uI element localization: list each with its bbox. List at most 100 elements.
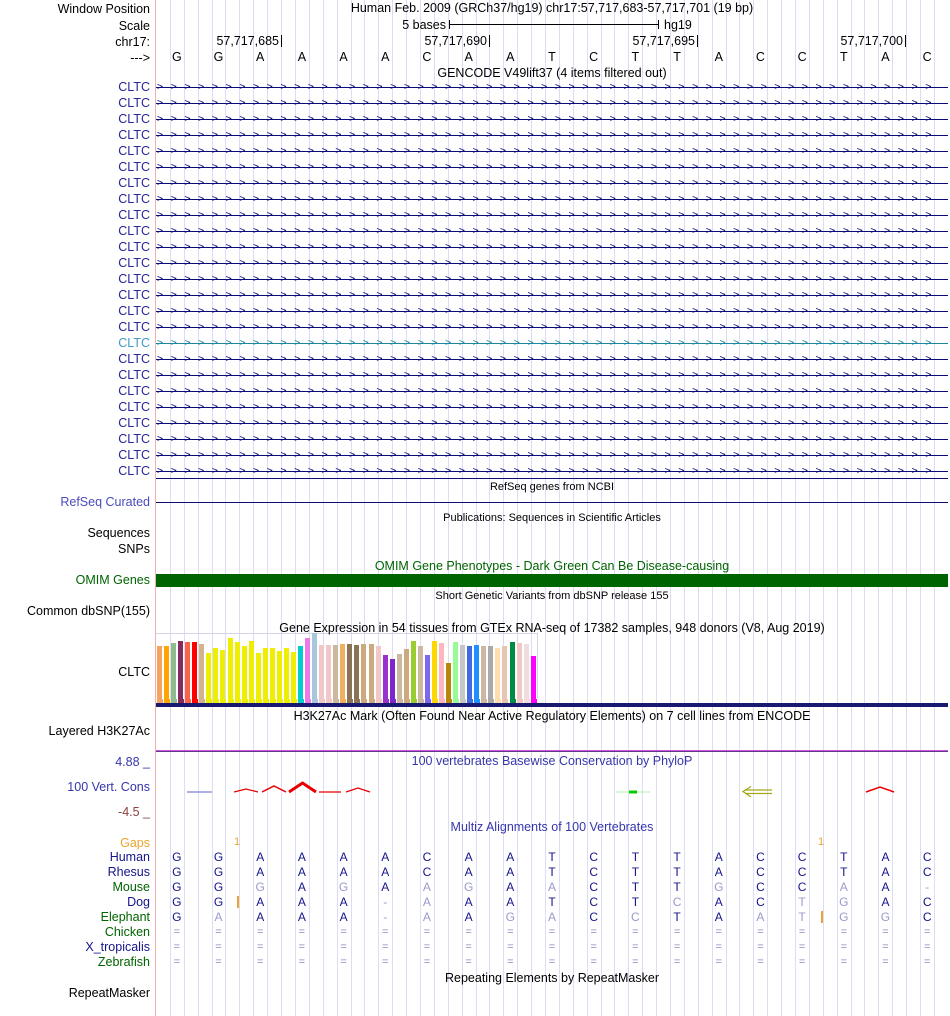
gencode-transcript-row[interactable]: >>>>>>>>>>>>>>>>>>>>>>>>>>>>>>>>>>>>>>>>…: [156, 176, 948, 190]
gtex-expression-bar[interactable]: [460, 645, 466, 699]
track-label-100-vert-cons[interactable]: 100 Vert. Cons: [67, 780, 150, 794]
gtex-expression-bar[interactable]: [467, 646, 473, 699]
gencode-gene-label[interactable]: CLTC: [118, 240, 150, 254]
gtex-expression-bar[interactable]: [255, 653, 261, 699]
gencode-transcript-row[interactable]: >>>>>>>>>>>>>>>>>>>>>>>>>>>>>>>>>>>>>>>>…: [156, 304, 948, 318]
gencode-gene-label[interactable]: CLTC: [118, 464, 150, 478]
gtex-expression-bar[interactable]: [248, 641, 254, 699]
gencode-transcript-row[interactable]: >>>>>>>>>>>>>>>>>>>>>>>>>>>>>>>>>>>>>>>>…: [156, 320, 948, 334]
gencode-gene-label[interactable]: CLTC: [118, 336, 150, 350]
gtex-expression-bar[interactable]: [234, 642, 240, 699]
multiz-alignment-row-x_tropicalis[interactable]: = = = = = = = = = = = = = = = = = = =: [156, 940, 948, 954]
multiz-species-label-human[interactable]: Human: [109, 850, 150, 864]
gencode-transcript-row[interactable]: >>>>>>>>>>>>>>>>>>>>>>>>>>>>>>>>>>>>>>>>…: [156, 256, 948, 270]
gtex-expression-bar[interactable]: [509, 642, 515, 699]
conservation-mark[interactable]: [233, 781, 259, 799]
gencode-gene-label[interactable]: CLTC: [118, 272, 150, 286]
gencode-transcript-row[interactable]: >>>>>>>>>>>>>>>>>>>>>>>>>>>>>>>>>>>>>>>>…: [156, 80, 948, 94]
gtex-expression-bar[interactable]: [199, 644, 205, 699]
gencode-transcript-row[interactable]: >>>>>>>>>>>>>>>>>>>>>>>>>>>>>>>>>>>>>>>>…: [156, 368, 948, 382]
track-label-omim-genes[interactable]: OMIM Genes: [75, 573, 150, 587]
gencode-gene-label[interactable]: CLTC: [118, 224, 150, 238]
gtex-expression-bar[interactable]: [276, 651, 282, 699]
gtex-expression-bar[interactable]: [340, 644, 346, 699]
multiz-species-label-mouse[interactable]: Mouse: [112, 880, 150, 894]
track-label-snps[interactable]: SNPs: [118, 542, 150, 556]
gtex-expression-bar[interactable]: [227, 638, 233, 699]
gtex-expression-bar[interactable]: [361, 644, 367, 699]
gencode-transcript-row[interactable]: >>>>>>>>>>>>>>>>>>>>>>>>>>>>>>>>>>>>>>>>…: [156, 432, 948, 446]
multiz-alignment-row-zebrafish[interactable]: = = = = = = = = = = = = = = = = = = =: [156, 955, 948, 969]
gencode-gene-label[interactable]: CLTC: [118, 96, 150, 110]
gencode-transcript-row[interactable]: >>>>>>>>>>>>>>>>>>>>>>>>>>>>>>>>>>>>>>>>…: [156, 240, 948, 254]
track-label-gtex-gene[interactable]: CLTC: [118, 665, 150, 679]
gtex-expression-bar[interactable]: [495, 648, 501, 699]
gencode-transcript-row[interactable]: >>>>>>>>>>>>>>>>>>>>>>>>>>>>>>>>>>>>>>>>…: [156, 336, 948, 350]
gtex-expression-bar[interactable]: [523, 644, 529, 699]
gtex-expression-bar[interactable]: [178, 641, 184, 699]
gencode-transcript-row[interactable]: >>>>>>>>>>>>>>>>>>>>>>>>>>>>>>>>>>>>>>>>…: [156, 272, 948, 286]
gencode-gene-label[interactable]: CLTC: [118, 80, 150, 94]
omim-gene-bar[interactable]: [156, 574, 948, 587]
multiz-species-label-zebrafish[interactable]: Zebrafish: [97, 955, 150, 969]
gencode-gene-label[interactable]: CLTC: [118, 176, 150, 190]
gtex-expression-bar[interactable]: [157, 646, 162, 699]
gtex-expression-bar[interactable]: [453, 642, 459, 699]
gtex-expression-bar[interactable]: [516, 643, 522, 699]
conservation-mark[interactable]: [616, 781, 650, 799]
multiz-species-label-elephant[interactable]: Elephant: [100, 910, 150, 924]
conservation-mark[interactable]: [741, 781, 772, 799]
track-label-layered-h3k27ac[interactable]: Layered H3K27Ac: [48, 724, 150, 738]
gtex-expression-bar[interactable]: [410, 641, 416, 699]
track-label-repeatmasker[interactable]: RepeatMasker: [68, 986, 150, 1000]
gtex-expression-bar[interactable]: [206, 653, 212, 699]
gtex-expression-bar[interactable]: [290, 652, 296, 699]
conservation-mark[interactable]: [319, 781, 341, 799]
gtex-expression-bar[interactable]: [530, 656, 536, 699]
conservation-mark[interactable]: [288, 781, 317, 799]
gtex-expression-bar[interactable]: [417, 646, 423, 699]
gencode-gene-label[interactable]: CLTC: [118, 320, 150, 334]
gencode-gene-label[interactable]: CLTC: [118, 112, 150, 126]
gencode-gene-label[interactable]: CLTC: [118, 160, 150, 174]
gtex-expression-bar[interactable]: [326, 645, 332, 699]
gtex-expression-bar[interactable]: [185, 642, 191, 699]
gencode-gene-label[interactable]: CLTC: [118, 256, 150, 270]
gtex-expression-bar[interactable]: [431, 641, 437, 699]
gtex-expression-bar[interactable]: [305, 638, 310, 699]
gencode-transcript-row[interactable]: >>>>>>>>>>>>>>>>>>>>>>>>>>>>>>>>>>>>>>>>…: [156, 96, 948, 110]
gtex-expression-bar[interactable]: [439, 643, 444, 699]
gencode-transcript-row[interactable]: >>>>>>>>>>>>>>>>>>>>>>>>>>>>>>>>>>>>>>>>…: [156, 400, 948, 414]
gtex-expression-bar[interactable]: [368, 644, 374, 699]
gtex-expression-bar[interactable]: [192, 642, 198, 699]
conservation-mark[interactable]: [261, 781, 287, 799]
gencode-transcript-row[interactable]: >>>>>>>>>>>>>>>>>>>>>>>>>>>>>>>>>>>>>>>>…: [156, 416, 948, 430]
gencode-gene-label[interactable]: CLTC: [118, 432, 150, 446]
multiz-species-label-dog[interactable]: Dog: [127, 895, 150, 909]
gtex-expression-bar[interactable]: [213, 648, 219, 699]
gtex-expression-bar[interactable]: [354, 645, 360, 699]
conservation-mark[interactable]: [345, 781, 371, 799]
conservation-mark[interactable]: [865, 781, 895, 799]
gencode-transcript-row[interactable]: >>>>>>>>>>>>>>>>>>>>>>>>>>>>>>>>>>>>>>>>…: [156, 144, 948, 158]
gtex-expression-bar[interactable]: [424, 655, 430, 699]
gencode-transcript-row[interactable]: >>>>>>>>>>>>>>>>>>>>>>>>>>>>>>>>>>>>>>>>…: [156, 208, 948, 222]
gencode-gene-label[interactable]: CLTC: [118, 368, 150, 382]
gencode-transcript-row[interactable]: >>>>>>>>>>>>>>>>>>>>>>>>>>>>>>>>>>>>>>>>…: [156, 224, 948, 238]
multiz-alignment-row-chicken[interactable]: = = = = = = = = = = = = = = = = = = =: [156, 925, 948, 939]
gencode-gene-label[interactable]: CLTC: [118, 400, 150, 414]
track-label-sequences[interactable]: Sequences: [87, 526, 150, 540]
gtex-expression-bar[interactable]: [396, 654, 402, 699]
track-label-refseq-curated[interactable]: RefSeq Curated: [60, 495, 150, 509]
gtex-expression-bar[interactable]: [474, 645, 480, 699]
gtex-expression-bar[interactable]: [403, 649, 409, 699]
gtex-expression-bar[interactable]: [446, 663, 452, 699]
gtex-expression-bar[interactable]: [171, 643, 177, 699]
gencode-transcript-row[interactable]: >>>>>>>>>>>>>>>>>>>>>>>>>>>>>>>>>>>>>>>>…: [156, 288, 948, 302]
gtex-expression-bar[interactable]: [488, 646, 494, 699]
gencode-transcript-row[interactable]: >>>>>>>>>>>>>>>>>>>>>>>>>>>>>>>>>>>>>>>>…: [156, 128, 948, 142]
gencode-transcript-row[interactable]: >>>>>>>>>>>>>>>>>>>>>>>>>>>>>>>>>>>>>>>>…: [156, 464, 948, 478]
gtex-expression-bar[interactable]: [375, 646, 381, 699]
